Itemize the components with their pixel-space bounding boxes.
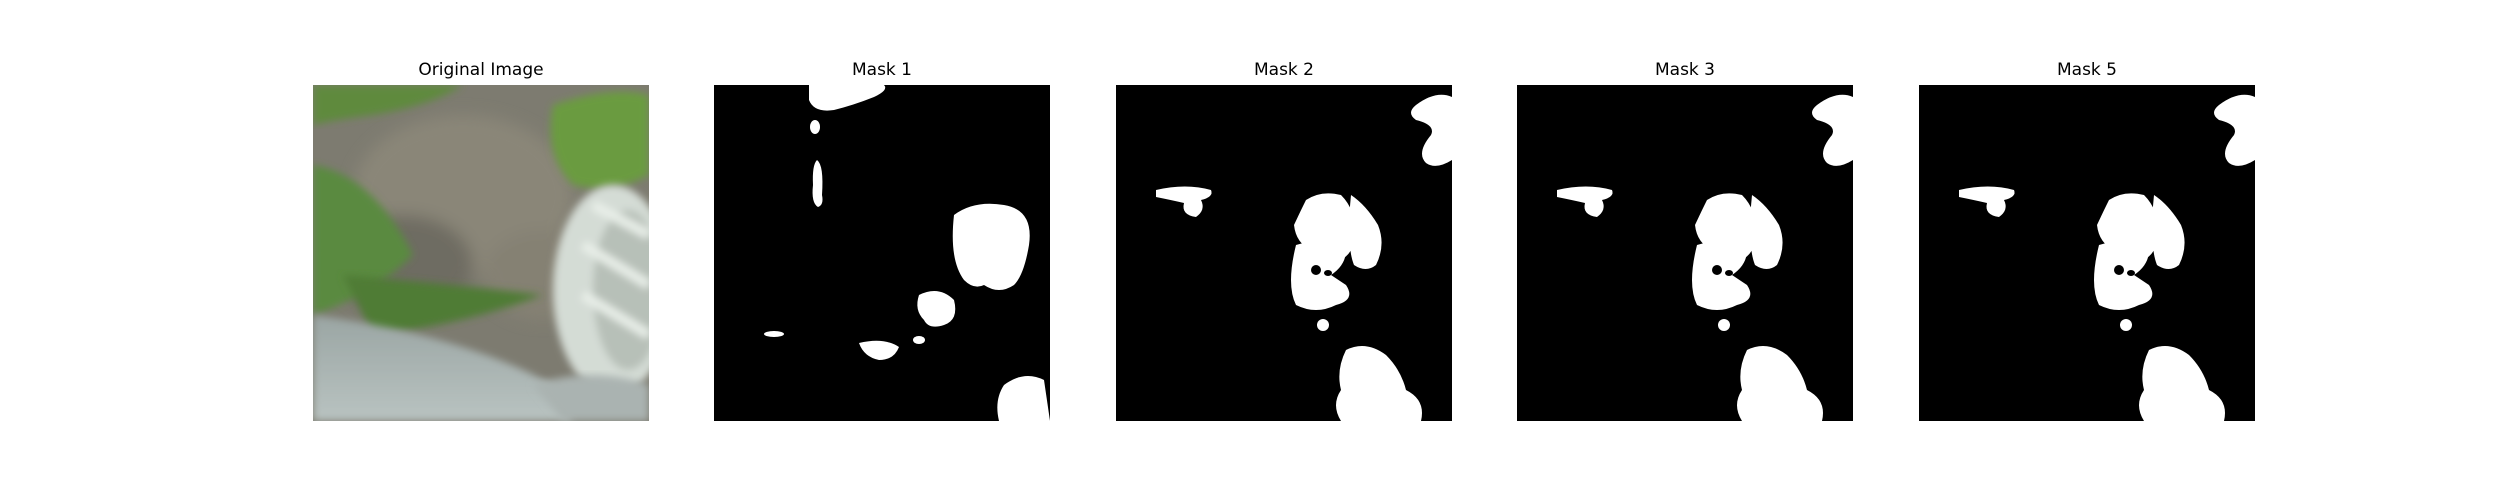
- panel-title-mask-2: Mask 2: [1253, 60, 1314, 80]
- original-image-photo: [313, 85, 649, 421]
- original-image: [313, 85, 649, 421]
- mask-blobs: [1959, 94, 2255, 421]
- panel-title-mask-5: Mask 5: [2056, 60, 2117, 80]
- mask-1-image: [714, 85, 1050, 421]
- mask-2: [1116, 85, 1452, 421]
- mask-blobs: [1557, 94, 1853, 421]
- mask-2-image: [1116, 85, 1452, 421]
- mask-blobs: [1156, 94, 1452, 421]
- mask-1: [714, 85, 1050, 421]
- mask-5: [1919, 85, 2255, 421]
- panel-title-original-image: Original Image: [418, 60, 544, 80]
- mask-3-image: [1517, 85, 1853, 421]
- mask-3: [1517, 85, 1853, 421]
- panel-title-mask-1: Mask 1: [851, 60, 912, 80]
- mask-5-image: [1919, 85, 2255, 421]
- panel-title-mask-3: Mask 3: [1654, 60, 1715, 80]
